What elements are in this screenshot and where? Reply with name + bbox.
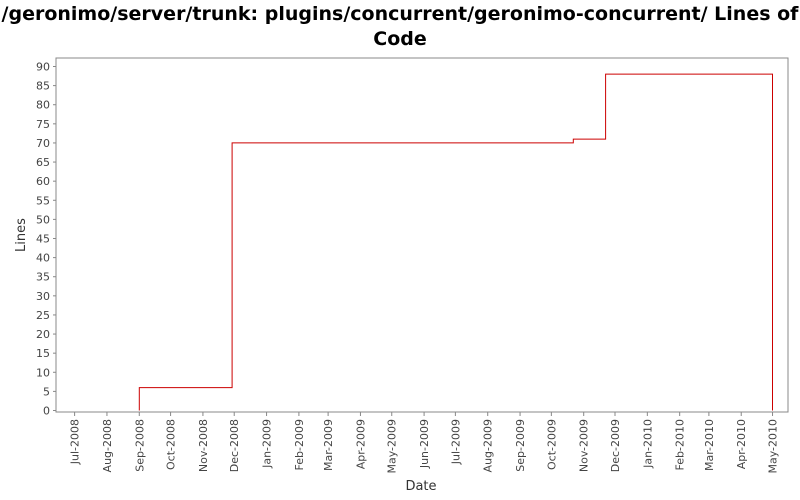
x-tick-label: Oct-2009 <box>545 419 558 470</box>
y-tick-label: 25 <box>36 309 50 322</box>
x-tick-label: Aug-2009 <box>482 419 495 472</box>
series-layer <box>138 73 773 411</box>
x-tick-label: Jul-2009 <box>449 419 462 465</box>
y-tick-label: 65 <box>36 156 50 169</box>
x-tick-label: Jan-2009 <box>261 419 274 469</box>
y-tick-label: 75 <box>36 118 50 131</box>
y-tick-label: 30 <box>36 290 50 303</box>
x-tick-label: Jun-2009 <box>418 419 431 469</box>
x-tick-label: Sep-2009 <box>514 419 527 472</box>
y-tick-label: 70 <box>36 137 50 150</box>
x-tick-label: Sep-2008 <box>133 419 146 472</box>
y-tick-label: 0 <box>43 405 50 418</box>
y-tick-label: 10 <box>36 366 50 379</box>
x-tick-label: Dec-2008 <box>228 419 241 472</box>
y-axis-label: Lines <box>14 218 29 252</box>
y-tick-label: 5 <box>43 385 50 398</box>
y-tick-label: 20 <box>36 328 50 341</box>
y-tick-label: 50 <box>36 213 50 226</box>
x-axis-label: Date <box>405 479 436 494</box>
x-tick-label: May-2009 <box>386 419 399 474</box>
y-tick-label: 85 <box>36 80 50 93</box>
x-tick-label: Dec-2009 <box>609 419 622 472</box>
x-tick-label: Apr-2010 <box>735 419 748 469</box>
y-tick-label: 60 <box>36 175 50 188</box>
series-line <box>138 73 773 411</box>
x-tick-label: Mar-2010 <box>703 419 716 471</box>
x-tick-label: May-2010 <box>767 419 780 474</box>
y-tick-label: 15 <box>36 347 50 360</box>
x-tick-label: Feb-2009 <box>293 419 306 470</box>
y-tick-label: 80 <box>36 99 50 112</box>
x-tick-label: Mar-2009 <box>322 419 335 471</box>
y-tick-label: 35 <box>36 271 50 284</box>
y-tick-label: 40 <box>36 252 50 265</box>
x-tick-label: Jul-2008 <box>69 419 82 465</box>
plot-area <box>55 57 789 413</box>
x-axis: Jul-2008 Aug-2008 Sep-2008 Oct-2008 Nov-2008… <box>69 412 780 474</box>
x-tick-label: Feb-2010 <box>674 419 687 470</box>
y-tick-label: 55 <box>36 194 50 207</box>
x-tick-label: Nov-2008 <box>197 419 210 472</box>
chart-title: /geronimo/server/trunk: plugins/concurre… <box>1 3 799 50</box>
x-tick-label: Jan-2010 <box>641 419 654 469</box>
y-axis: 0 5 10 15 20 25 30 35 40 45 50 55 60 65 70 75 80 85 90 <box>36 61 56 418</box>
y-tick-label: 45 <box>36 233 50 246</box>
x-tick-label: Aug-2008 <box>101 419 114 472</box>
y-tick-label: 90 <box>36 61 50 74</box>
x-tick-label: Apr-2009 <box>354 419 367 469</box>
x-tick-label: Nov-2009 <box>578 419 591 472</box>
x-tick-label: Oct-2008 <box>165 419 178 470</box>
